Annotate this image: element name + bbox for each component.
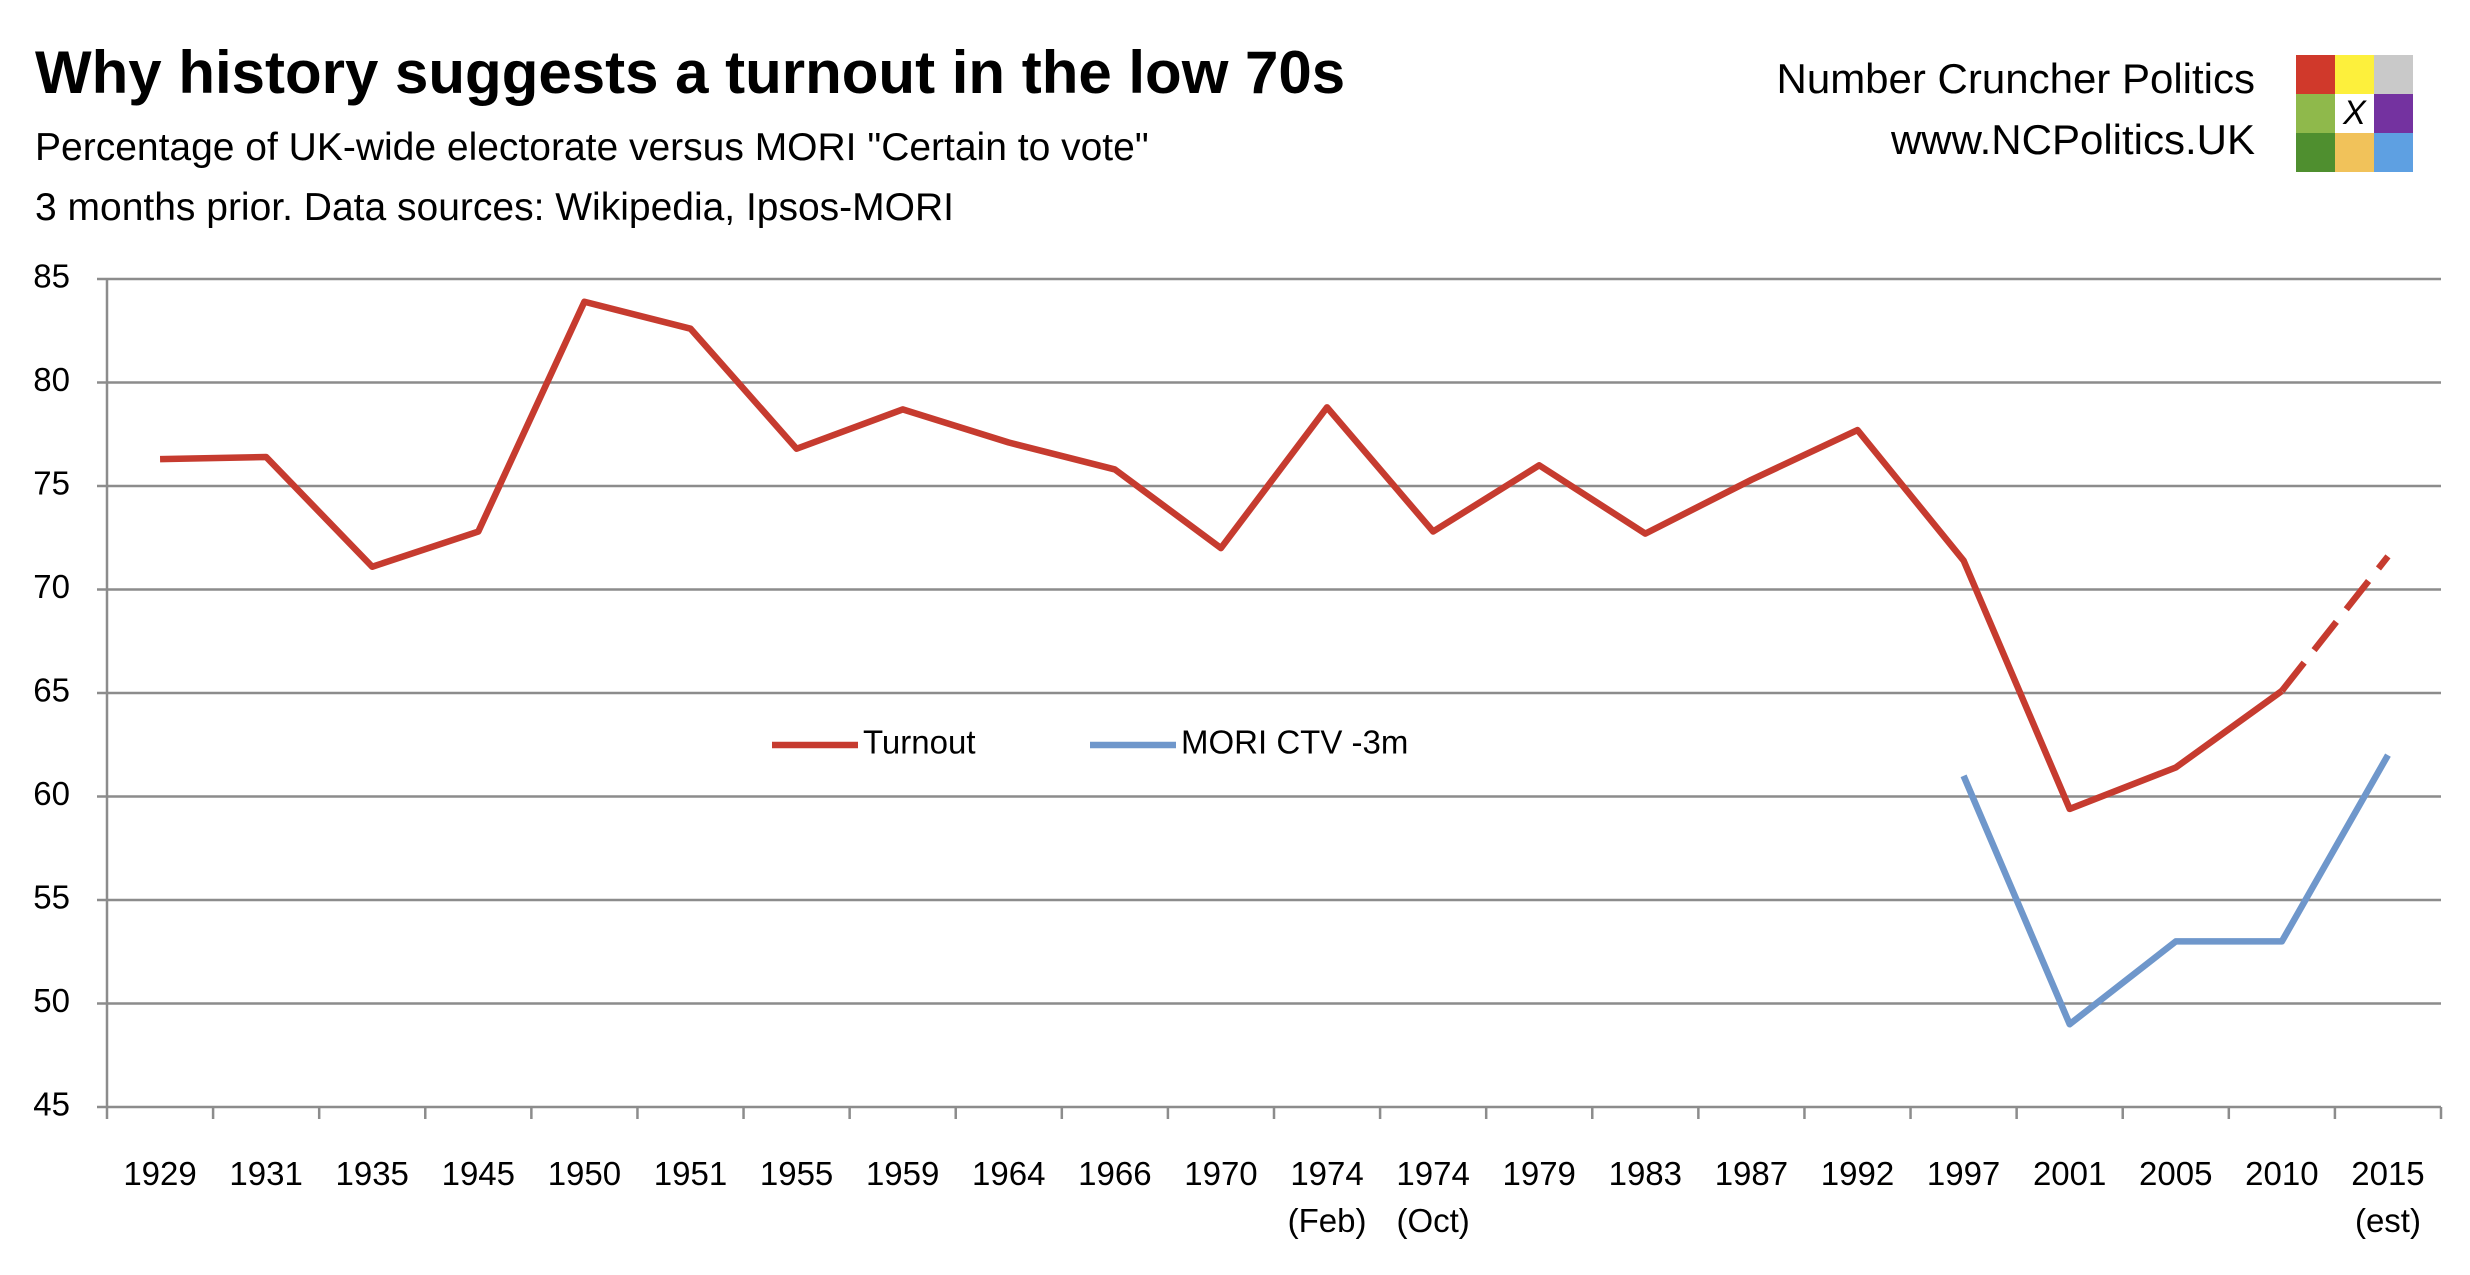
legend-label: MORI CTV -3m [1181,724,1408,761]
x-tick-label: 1950 [547,1155,622,1192]
y-tick-label: 75 [33,465,70,502]
y-tick-label: 80 [33,361,70,398]
x-tick-label: 1983 [1608,1155,1683,1192]
x-tick-label: 1997 [1926,1155,2001,1192]
y-tick-label: 50 [33,982,70,1019]
x-tick-label: 1951 [653,1155,728,1192]
legend-label: Turnout [863,724,976,761]
y-tick-label: 60 [33,775,70,812]
x-tick-label: 2001 [2032,1155,2107,1192]
logo-cell [2296,133,2335,172]
y-tick-label: 70 [33,568,70,605]
chart-title: Why history suggests a turnout in the lo… [35,39,1346,106]
x-tick-label: 1974 (Feb) [1287,1155,1367,1239]
x-tick-label: 1935 [335,1155,409,1192]
logo-cell [2374,55,2413,94]
logo-mark: X [2335,94,2374,133]
x-tick-label: 1979 [1502,1155,1576,1192]
y-tick-label: 45 [33,1086,70,1123]
x-tick-label: 1945 [441,1155,516,1192]
chart-subtitle: Percentage of UK-wide electorate versus … [35,126,1149,229]
x-tick-label: 1992 [1820,1155,1895,1192]
x-tick-label: 2015 (est) [2351,1155,2425,1239]
y-tick-label: 55 [33,879,70,916]
y-tick-label: 85 [33,258,70,295]
series-line [1960,753,2391,1028]
x-tick-label: 2005 [2139,1155,2213,1192]
x-tick-label: 1974 (Oct) [1396,1155,1470,1239]
x-tick-label: 1929 [123,1155,197,1192]
x-tick-label: 1964 [972,1155,1046,1192]
logo-cell [2335,133,2374,172]
logo-cell [2296,94,2335,133]
x-tick-label: 1931 [229,1155,303,1192]
logo-cell [2374,133,2413,172]
x-tick-label: 1966 [1078,1155,1152,1192]
logo-cell [2296,55,2335,94]
x-tick-label: 2010 [2245,1155,2319,1192]
y-tick-label: 65 [33,672,70,709]
x-tick-label: 1959 [865,1155,940,1192]
logo: X [2296,55,2413,172]
series-line [159,298,2284,813]
x-tick-label: 1987 [1714,1155,1789,1192]
brand-url: www.NCPolitics.UK [1890,116,2255,163]
x-tick-label: 1970 [1184,1155,1258,1192]
series-line-estimate [2279,554,2391,693]
x-tick-label: 1955 [759,1155,834,1192]
logo-cell [2335,55,2374,94]
logo-cell [2374,94,2413,133]
brand-name: Number Cruncher Politics [1776,55,2256,102]
